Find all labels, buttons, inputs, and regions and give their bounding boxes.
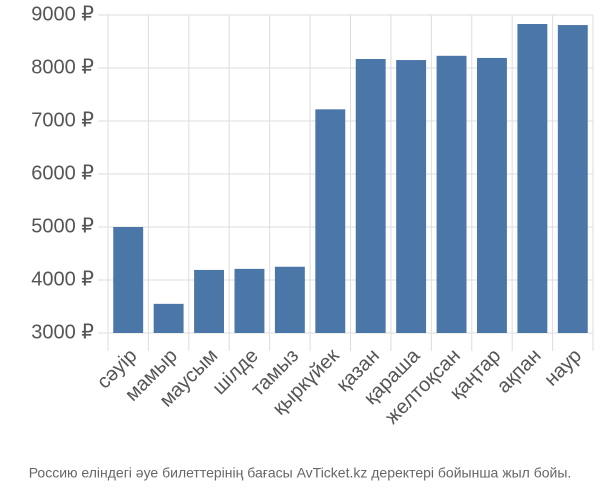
bar xyxy=(113,227,144,333)
y-tick-label: 7000 ₽ xyxy=(31,109,94,131)
bar xyxy=(477,57,507,334)
y-tick-label: 4000 ₽ xyxy=(31,268,94,290)
y-tick-label: 3000 ₽ xyxy=(31,321,94,343)
bar xyxy=(194,269,224,333)
bar xyxy=(153,303,184,333)
x-tick-label: ақпан xyxy=(493,345,546,398)
bar xyxy=(396,60,427,334)
chart-caption: Россию еліндегі әуе билеттерінің бағасы … xyxy=(29,465,572,481)
x-tick-label: наур xyxy=(540,345,586,391)
y-tick-label: 6000 ₽ xyxy=(31,162,94,184)
y-tick-label: 5000 ₽ xyxy=(31,215,94,237)
bar xyxy=(315,109,346,333)
bar xyxy=(274,266,305,333)
bar xyxy=(436,55,467,334)
bar xyxy=(234,268,265,333)
y-tick-label: 8000 ₽ xyxy=(31,56,94,78)
bar xyxy=(517,24,548,333)
bar xyxy=(557,25,588,333)
bar xyxy=(355,58,386,334)
y-tick-label: 9000 ₽ xyxy=(31,3,94,25)
